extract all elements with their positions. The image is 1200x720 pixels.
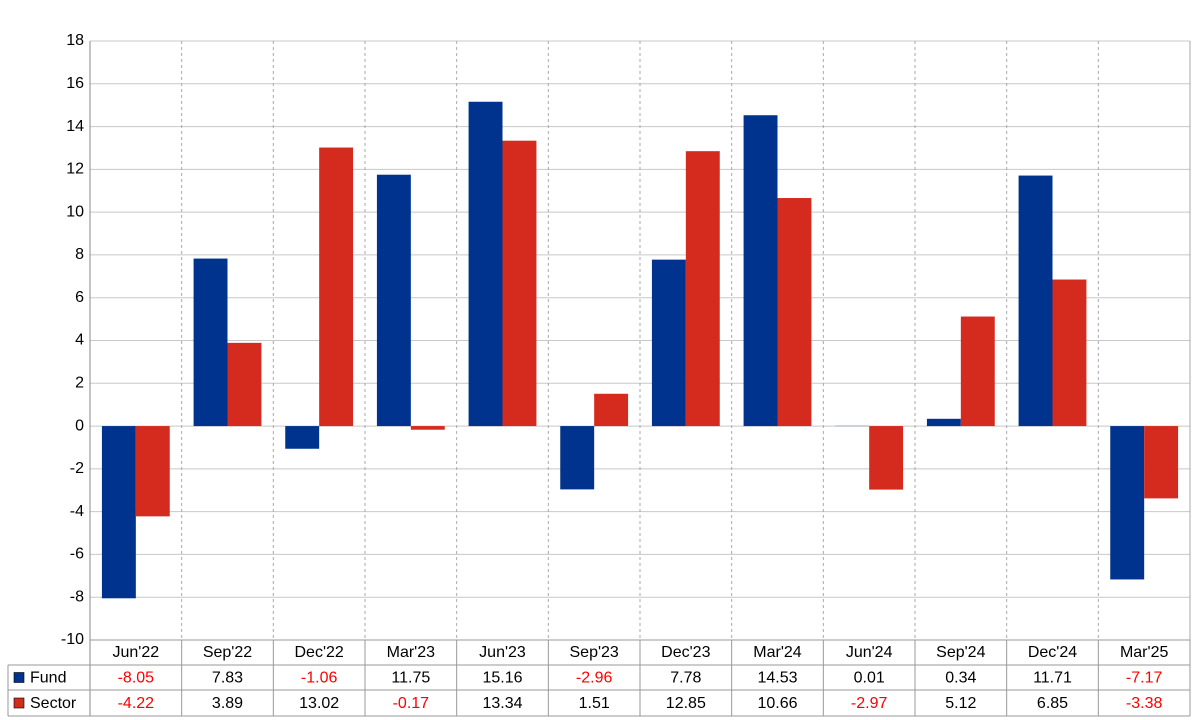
bar	[651, 259, 686, 427]
x-tick-label: Jun'24	[846, 644, 893, 661]
x-tick-label: Sep'24	[936, 644, 985, 661]
y-tick-label: 6	[75, 289, 84, 306]
bar	[285, 426, 320, 449]
bar	[193, 258, 228, 427]
table-value: -3.38	[1126, 695, 1163, 712]
table-value: 12.85	[666, 695, 706, 712]
bar	[560, 426, 595, 490]
bar	[376, 174, 411, 427]
y-tick-label: 2	[75, 375, 84, 392]
table-value: -7.17	[1126, 670, 1163, 687]
table-value: 1.51	[579, 695, 610, 712]
bar	[1018, 175, 1053, 427]
table-value: 13.02	[299, 695, 339, 712]
table-value: -4.22	[118, 695, 155, 712]
x-tick-label: Mar'25	[1120, 644, 1169, 661]
bar	[685, 151, 720, 427]
table-value: 11.71	[1033, 670, 1072, 687]
bar	[869, 426, 904, 490]
table-value: -8.05	[118, 670, 155, 687]
bar	[1052, 279, 1087, 427]
table-value: 7.83	[212, 670, 243, 687]
y-tick-label: -10	[61, 631, 84, 648]
table-value: 5.12	[945, 695, 976, 712]
x-tick-label: Mar'23	[387, 644, 436, 661]
table-value: 14.53	[757, 670, 797, 687]
table-value: -1.06	[301, 670, 338, 687]
table-value: 0.34	[945, 670, 976, 687]
x-tick-label: Dec'24	[1028, 644, 1077, 661]
table-value: -0.17	[393, 695, 430, 712]
x-tick-label: Dec'22	[295, 644, 344, 661]
bar	[594, 393, 629, 427]
table-value: 10.66	[757, 695, 797, 712]
bar	[319, 147, 354, 427]
legend-label: Fund	[30, 670, 66, 687]
y-tick-label: 16	[66, 75, 84, 92]
y-tick-label: 18	[66, 32, 84, 49]
y-tick-label: -2	[70, 460, 84, 477]
table-value: 3.89	[212, 695, 243, 712]
y-tick-label: -8	[70, 588, 84, 605]
x-tick-label: Mar'24	[753, 644, 802, 661]
x-tick-label: Jun'23	[479, 644, 526, 661]
y-tick-label: -6	[70, 546, 84, 563]
y-tick-label: -4	[70, 503, 84, 520]
bar	[926, 418, 961, 427]
table-value: 0.01	[854, 670, 885, 687]
bar	[960, 316, 995, 427]
table-value: 15.16	[482, 670, 522, 687]
bar	[468, 101, 503, 427]
x-tick-label: Dec'23	[661, 644, 710, 661]
x-tick-label: Sep'23	[570, 644, 619, 661]
table-value: 11.75	[391, 670, 430, 687]
y-tick-label: 4	[75, 332, 84, 349]
bar	[101, 426, 136, 599]
table-value: 6.85	[1037, 695, 1068, 712]
x-tick-label: Jun'22	[113, 644, 160, 661]
bar	[743, 115, 778, 427]
table-value: 13.34	[482, 695, 522, 712]
bar	[502, 140, 537, 427]
x-tick-label: Sep'22	[203, 644, 252, 661]
bar	[410, 426, 445, 430]
y-tick-label: 10	[66, 203, 84, 220]
table-value: -2.96	[576, 670, 613, 687]
legend-label: Sector	[30, 695, 77, 712]
bar	[227, 342, 262, 427]
bar	[1144, 426, 1179, 499]
y-tick-label: 14	[66, 118, 84, 135]
y-tick-label: 12	[66, 161, 84, 178]
y-tick-label: 8	[75, 246, 84, 263]
bar	[135, 426, 170, 517]
legend-swatch	[13, 672, 25, 683]
bar	[777, 198, 812, 427]
legend-swatch	[13, 697, 25, 709]
bar	[1110, 426, 1145, 580]
table-value: -2.97	[851, 695, 888, 712]
table-value: 7.78	[670, 670, 701, 687]
y-tick-label: 0	[75, 417, 84, 434]
